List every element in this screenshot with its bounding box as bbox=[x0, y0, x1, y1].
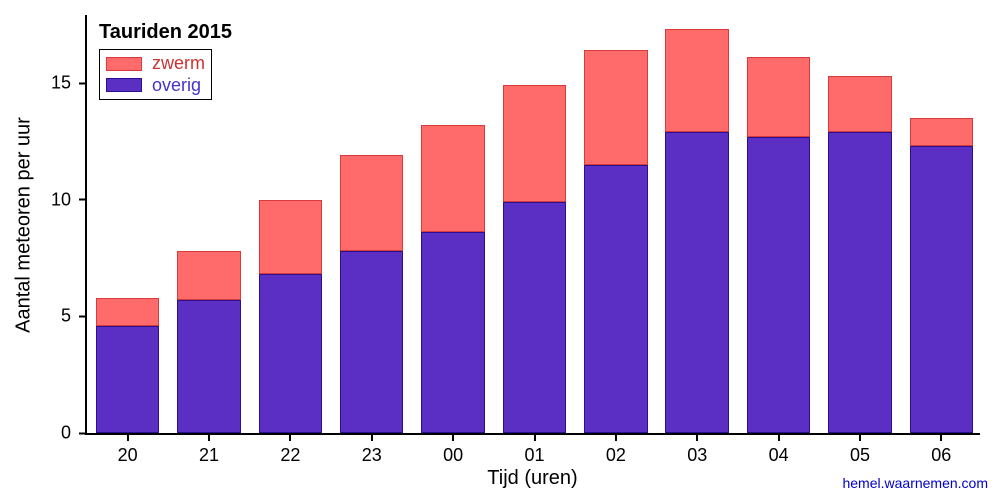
y-tick-mark bbox=[79, 315, 87, 317]
bar-zwerm bbox=[665, 29, 728, 132]
bar-group bbox=[910, 118, 973, 433]
y-tick: 10 bbox=[51, 189, 87, 210]
bar-overig bbox=[96, 326, 159, 433]
x-tick-label: 22 bbox=[280, 441, 300, 466]
x-tick-mark bbox=[940, 433, 942, 441]
x-tick-label: 03 bbox=[687, 441, 707, 466]
bar-overig bbox=[747, 137, 810, 433]
y-tick-label: 15 bbox=[51, 73, 77, 94]
x-tick: 05 bbox=[850, 433, 870, 466]
x-tick-label: 06 bbox=[931, 441, 951, 466]
x-tick-mark bbox=[208, 433, 210, 441]
bar-group bbox=[177, 251, 240, 433]
x-tick: 23 bbox=[362, 433, 382, 466]
bar-zwerm bbox=[747, 57, 810, 136]
x-tick-mark bbox=[534, 433, 536, 441]
chart-title: Tauriden 2015 bbox=[99, 21, 232, 44]
x-tick-mark bbox=[859, 433, 861, 441]
bar-group bbox=[665, 29, 728, 433]
x-tick-mark bbox=[778, 433, 780, 441]
bar-zwerm bbox=[828, 76, 891, 132]
y-axis-label: Aantal meteoren per uur bbox=[13, 117, 36, 333]
x-tick: 00 bbox=[443, 433, 463, 466]
bar-group bbox=[503, 85, 566, 433]
bar-zwerm bbox=[503, 85, 566, 202]
x-tick-label: 23 bbox=[362, 441, 382, 466]
bar-overig bbox=[665, 132, 728, 433]
x-tick: 20 bbox=[118, 433, 138, 466]
bar-zwerm bbox=[259, 200, 322, 275]
bar-overig bbox=[584, 165, 647, 433]
bar-overig bbox=[828, 132, 891, 433]
x-tick-label: 04 bbox=[769, 441, 789, 466]
legend-entry: zwerm bbox=[106, 53, 205, 75]
y-tick-mark bbox=[79, 82, 87, 84]
x-tick: 21 bbox=[199, 433, 219, 466]
y-tick: 5 bbox=[61, 306, 87, 327]
y-tick-label: 10 bbox=[51, 189, 77, 210]
legend-label: zwerm bbox=[152, 53, 205, 75]
bar-overig bbox=[259, 274, 322, 433]
y-tick-mark bbox=[79, 432, 87, 434]
bar-group bbox=[96, 298, 159, 433]
bar-overig bbox=[503, 202, 566, 433]
x-tick-mark bbox=[289, 433, 291, 441]
legend-swatch bbox=[106, 57, 142, 71]
bar-zwerm bbox=[340, 155, 403, 251]
legend-swatch bbox=[106, 78, 142, 92]
legend-label: overig bbox=[152, 75, 201, 97]
x-tick: 06 bbox=[931, 433, 951, 466]
x-tick-label: 21 bbox=[199, 441, 219, 466]
bar-zwerm bbox=[96, 298, 159, 326]
bar-zwerm bbox=[177, 251, 240, 300]
x-tick-mark bbox=[452, 433, 454, 441]
legend: zwermoverig bbox=[99, 49, 212, 100]
x-tick-label: 20 bbox=[118, 441, 138, 466]
x-tick-label: 02 bbox=[606, 441, 626, 466]
y-tick-label: 0 bbox=[61, 423, 77, 444]
bar-group bbox=[747, 57, 810, 433]
bar-group bbox=[259, 200, 322, 433]
y-tick: 15 bbox=[51, 73, 87, 94]
plot-area: 0510152021222300010203040506 bbox=[85, 15, 980, 435]
bar-zwerm bbox=[584, 50, 647, 164]
credit-text: hemel.waarnemen.com bbox=[842, 475, 988, 491]
x-tick-mark bbox=[127, 433, 129, 441]
bar-group bbox=[421, 125, 484, 433]
bar-overig bbox=[910, 146, 973, 433]
y-tick-mark bbox=[79, 199, 87, 201]
chart-root: 0510152021222300010203040506 Tauriden 20… bbox=[0, 0, 1000, 500]
bar-group bbox=[584, 50, 647, 433]
bar-zwerm bbox=[421, 125, 484, 232]
bar-overig bbox=[340, 251, 403, 433]
x-tick-mark bbox=[696, 433, 698, 441]
x-tick: 03 bbox=[687, 433, 707, 466]
bar-overig bbox=[421, 232, 484, 433]
x-tick: 22 bbox=[280, 433, 300, 466]
bar-group bbox=[828, 76, 891, 433]
x-tick-label: 05 bbox=[850, 441, 870, 466]
x-tick-label: 01 bbox=[524, 441, 544, 466]
x-axis-label: Tijd (uren) bbox=[487, 467, 577, 490]
x-tick-mark bbox=[371, 433, 373, 441]
x-tick-label: 00 bbox=[443, 441, 463, 466]
y-tick-label: 5 bbox=[61, 306, 77, 327]
legend-entry: overig bbox=[106, 75, 205, 97]
bar-group bbox=[340, 155, 403, 433]
x-tick: 01 bbox=[524, 433, 544, 466]
bar-overig bbox=[177, 300, 240, 433]
x-tick: 04 bbox=[769, 433, 789, 466]
x-tick-mark bbox=[615, 433, 617, 441]
bar-zwerm bbox=[910, 118, 973, 146]
y-tick: 0 bbox=[61, 423, 87, 444]
x-tick: 02 bbox=[606, 433, 626, 466]
